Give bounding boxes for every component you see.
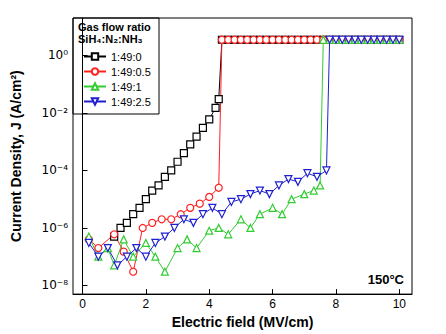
svg-text:150°C: 150°C bbox=[368, 272, 405, 287]
svg-text:Current Density, J (A/cm²): Current Density, J (A/cm²) bbox=[8, 70, 24, 242]
svg-text:0: 0 bbox=[79, 297, 86, 311]
svg-text:10⁻⁶: 10⁻⁶ bbox=[42, 221, 69, 235]
svg-text:10⁻²: 10⁻² bbox=[42, 106, 69, 120]
svg-text:1:49:1: 1:49:1 bbox=[111, 81, 142, 93]
svg-text:1:49:2.5: 1:49:2.5 bbox=[111, 96, 151, 108]
svg-text:Electric field (MV/cm): Electric field (MV/cm) bbox=[172, 314, 314, 330]
svg-text:4: 4 bbox=[206, 297, 213, 311]
svg-text:6: 6 bbox=[269, 297, 276, 311]
svg-text:10⁰: 10⁰ bbox=[48, 48, 68, 62]
svg-text:8: 8 bbox=[333, 297, 340, 311]
svg-text:SiH₄:N₂:NH₃: SiH₄:N₂:NH₃ bbox=[78, 33, 143, 45]
svg-text:10⁻⁴: 10⁻⁴ bbox=[42, 163, 69, 177]
svg-text:10: 10 bbox=[393, 297, 407, 311]
svg-text:2: 2 bbox=[143, 297, 150, 311]
svg-text:1:49:0.5: 1:49:0.5 bbox=[111, 66, 151, 78]
svg-text:Gas flow ratio: Gas flow ratio bbox=[78, 21, 151, 33]
svg-text:1:49:0: 1:49:0 bbox=[111, 51, 142, 63]
svg-text:10⁻⁸: 10⁻⁸ bbox=[42, 278, 69, 292]
